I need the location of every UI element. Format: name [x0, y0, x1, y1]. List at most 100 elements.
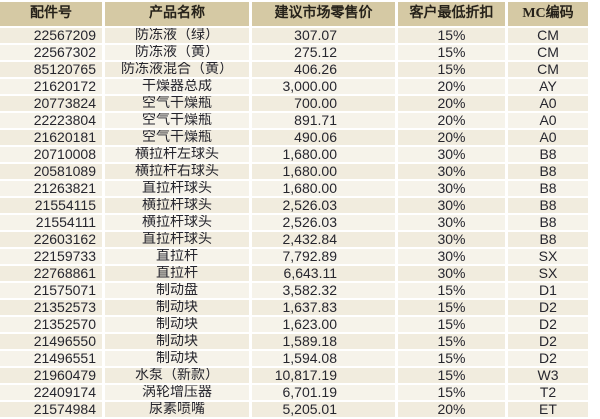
table-row: 21620181 空气干燥瓶 490.06 20% A0 [0, 130, 600, 145]
mc-code-cell: CM [508, 28, 588, 43]
discount-cell: 15% [398, 368, 505, 383]
table-row: 21620172 干燥器总成 3,000.00 20% AY [0, 79, 600, 94]
part-number-cell: 21960479 [0, 368, 102, 383]
price-cell: 5,205.01 [252, 402, 395, 417]
mc-code-cell: D2 [508, 300, 588, 315]
mc-code-cell: B8 [508, 232, 588, 247]
price-cell: 3,000.00 [252, 79, 395, 94]
discount-cell: 30% [398, 181, 505, 196]
discount-cell: 30% [398, 232, 505, 247]
discount-cell: 30% [398, 198, 505, 213]
discount-cell: 15% [398, 317, 505, 332]
table-row: 85120765 防冻液混合（黄） 406.26 15% CM [0, 62, 600, 77]
part-number-cell: 21620181 [0, 130, 102, 145]
table-row: 22223804 空气干燥瓶 891.71 20% A0 [0, 113, 600, 128]
part-number-cell: 20773824 [0, 96, 102, 111]
product-name-cell: 直拉杆球头 [105, 181, 249, 196]
part-number-cell: 22603162 [0, 232, 102, 247]
mc-code-cell: AY [508, 79, 588, 94]
price-cell: 1,680.00 [252, 147, 395, 162]
mc-code-cell: ET [508, 402, 588, 417]
product-name-cell: 空气干燥瓶 [105, 113, 249, 128]
product-name-cell: 直拉杆球头 [105, 232, 249, 247]
price-cell: 7,792.89 [252, 249, 395, 264]
table-row: 20710008 横拉杆左球头 1,680.00 30% B8 [0, 147, 600, 162]
price-cell: 406.26 [252, 62, 395, 77]
mc-code-cell: SX [508, 266, 588, 281]
part-number-cell: 20581089 [0, 164, 102, 179]
mc-code-cell: A0 [508, 96, 588, 111]
price-cell: 1,623.00 [252, 317, 395, 332]
table-row: 21575071 制动盘 3,582.32 15% D1 [0, 283, 600, 298]
price-cell: 1,589.18 [252, 334, 395, 349]
part-number-cell: 22409174 [0, 385, 102, 400]
discount-cell: 15% [398, 385, 505, 400]
discount-cell: 30% [398, 147, 505, 162]
product-name-cell: 制动块 [105, 334, 249, 349]
discount-cell: 15% [398, 28, 505, 43]
discount-cell: 30% [398, 164, 505, 179]
table-row: 21496551 制动块 1,594.08 15% D2 [0, 351, 600, 366]
discount-cell: 30% [398, 215, 505, 230]
product-name-cell: 防冻液（黄） [105, 45, 249, 60]
table-row: 21960479 水泵（新款） 10,817.19 15% W3 [0, 368, 600, 383]
part-number-cell: 85120765 [0, 62, 102, 77]
product-name-cell: 水泵（新款） [105, 368, 249, 383]
part-number-cell: 21554111 [0, 215, 102, 230]
discount-cell: 20% [398, 96, 505, 111]
table-row: 22603162 直拉杆球头 2,432.84 30% B8 [0, 232, 600, 247]
table-row: 22409174 涡轮增压器 6,701.19 15% T2 [0, 385, 600, 400]
part-number-cell: 21263821 [0, 181, 102, 196]
discount-cell: 30% [398, 266, 505, 281]
discount-cell: 15% [398, 62, 505, 77]
product-name-cell: 防冻液混合（黄） [105, 62, 249, 77]
price-cell: 6,643.11 [252, 266, 395, 281]
part-number-cell: 21496551 [0, 351, 102, 366]
price-cell: 490.06 [252, 130, 395, 145]
mc-code-cell: B8 [508, 198, 588, 213]
table-header-row: 配件号 产品名称 建议市场零售价 客户最低折扣 MC编码 [0, 2, 600, 26]
price-cell: 1,637.83 [252, 300, 395, 315]
table-row: 22567209 防冻液（绿） 307.07 15% CM [0, 28, 600, 43]
part-number-cell: 22567209 [0, 28, 102, 43]
part-number-cell: 21352570 [0, 317, 102, 332]
table-row: 21554115 横拉杆球头 2,526.03 30% B8 [0, 198, 600, 213]
part-number-cell: 21554115 [0, 198, 102, 213]
part-number-cell: 21620172 [0, 79, 102, 94]
price-cell: 2,526.03 [252, 198, 395, 213]
product-name-cell: 制动块 [105, 300, 249, 315]
discount-cell: 15% [398, 300, 505, 315]
part-number-cell: 22159733 [0, 249, 102, 264]
discount-cell: 15% [398, 283, 505, 298]
table-body: 22567209 防冻液（绿） 307.07 15% CM 22567302 防… [0, 28, 600, 417]
column-header-mc-code: MC编码 [508, 2, 588, 26]
table-row: 21554111 横拉杆球头 2,526.03 30% B8 [0, 215, 600, 230]
mc-code-cell: CM [508, 62, 588, 77]
price-cell: 1,594.08 [252, 351, 395, 366]
part-number-cell: 20710008 [0, 147, 102, 162]
table-row: 22159733 直拉杆 7,792.89 30% SX [0, 249, 600, 264]
price-cell: 1,680.00 [252, 164, 395, 179]
product-name-cell: 制动块 [105, 317, 249, 332]
mc-code-cell: D2 [508, 334, 588, 349]
price-cell: 307.07 [252, 28, 395, 43]
product-name-cell: 直拉杆 [105, 249, 249, 264]
mc-code-cell: B8 [508, 215, 588, 230]
product-name-cell: 横拉杆右球头 [105, 164, 249, 179]
mc-code-cell: SX [508, 249, 588, 264]
price-cell: 10,817.19 [252, 368, 395, 383]
column-header-suggested-retail-price: 建议市场零售价 [252, 2, 395, 26]
product-name-cell: 制动块 [105, 351, 249, 366]
mc-code-cell: A0 [508, 130, 588, 145]
table-row: 21263821 直拉杆球头 1,680.00 30% B8 [0, 181, 600, 196]
table-row: 21574984 尿素喷嘴 5,205.01 20% ET [0, 402, 600, 417]
price-cell: 2,432.84 [252, 232, 395, 247]
mc-code-cell: D1 [508, 283, 588, 298]
product-name-cell: 干燥器总成 [105, 79, 249, 94]
product-name-cell: 涡轮增压器 [105, 385, 249, 400]
mc-code-cell: CM [508, 45, 588, 60]
part-number-cell: 22567302 [0, 45, 102, 60]
discount-cell: 15% [398, 334, 505, 349]
price-cell: 275.12 [252, 45, 395, 60]
discount-cell: 20% [398, 130, 505, 145]
